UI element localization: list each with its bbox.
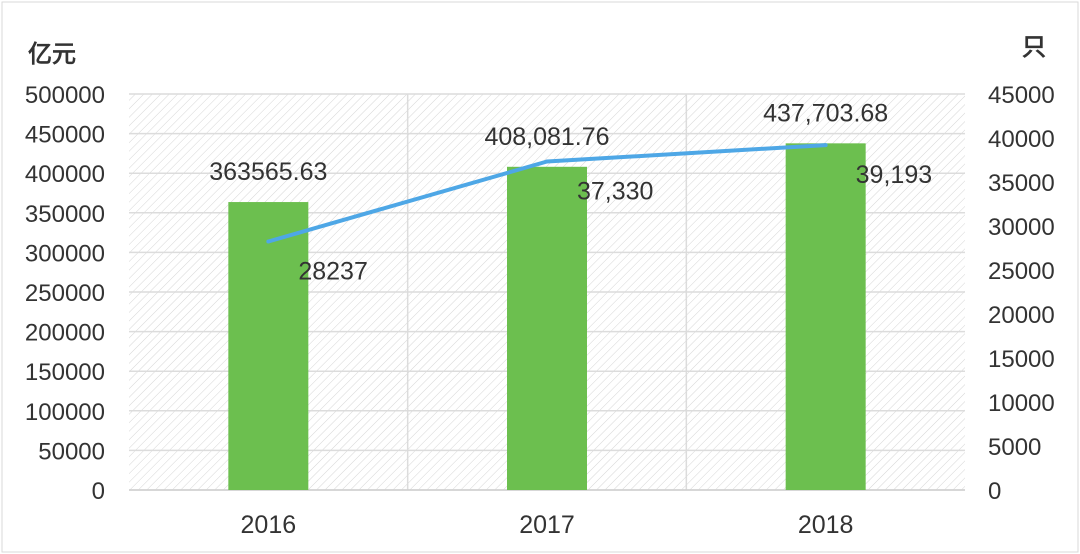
left-tick-label: 200000	[25, 320, 105, 347]
left-tick-label: 150000	[25, 359, 105, 386]
right-tick-label: 20000	[988, 302, 1055, 329]
line-point-2016	[266, 239, 271, 244]
left-tick-label: 450000	[25, 122, 105, 149]
x-tick-label: 2017	[519, 511, 575, 539]
right-tick-label: 25000	[988, 258, 1055, 285]
right-tick-label: 15000	[988, 346, 1055, 373]
left-tick-label: 0	[92, 478, 105, 505]
right-tick-label: 5000	[988, 434, 1041, 461]
right-tick-label: 10000	[988, 390, 1055, 417]
line-label-2017: 37,330	[577, 177, 653, 205]
left-axis-unit: 亿元	[28, 41, 76, 68]
bar-label-2018: 437,703.68	[763, 99, 888, 127]
line-point-2017	[545, 159, 549, 164]
left-tick-label: 400000	[25, 161, 105, 188]
left-tick-label: 250000	[25, 280, 105, 307]
left-tick-label: 100000	[25, 399, 105, 426]
right-tick-label: 0	[988, 478, 1001, 505]
bar-2016	[228, 202, 309, 490]
left-tick-label: 300000	[25, 240, 105, 267]
left-tick-label: 50000	[38, 438, 105, 465]
right-tick-label: 45000	[988, 82, 1055, 109]
bar-2017	[507, 166, 587, 490]
x-tick-label: 2016	[241, 511, 297, 539]
bar-label-2017: 408,081.76	[484, 123, 609, 151]
right-tick-label: 40000	[988, 126, 1055, 153]
right-tick-label: 35000	[988, 170, 1055, 197]
left-tick-label: 500000	[25, 82, 105, 109]
x-tick-label: 2018	[798, 511, 854, 539]
left-tick-label: 350000	[25, 201, 105, 228]
bar-2018	[785, 143, 866, 490]
right-axis-unit: 只	[1022, 34, 1046, 61]
line-point-2018	[823, 143, 828, 148]
right-tick-label: 30000	[988, 214, 1055, 241]
bar-label-2016: 363565.63	[209, 158, 327, 186]
line-label-2016: 28237	[298, 258, 368, 286]
line-label-2018: 39,193	[856, 161, 932, 189]
